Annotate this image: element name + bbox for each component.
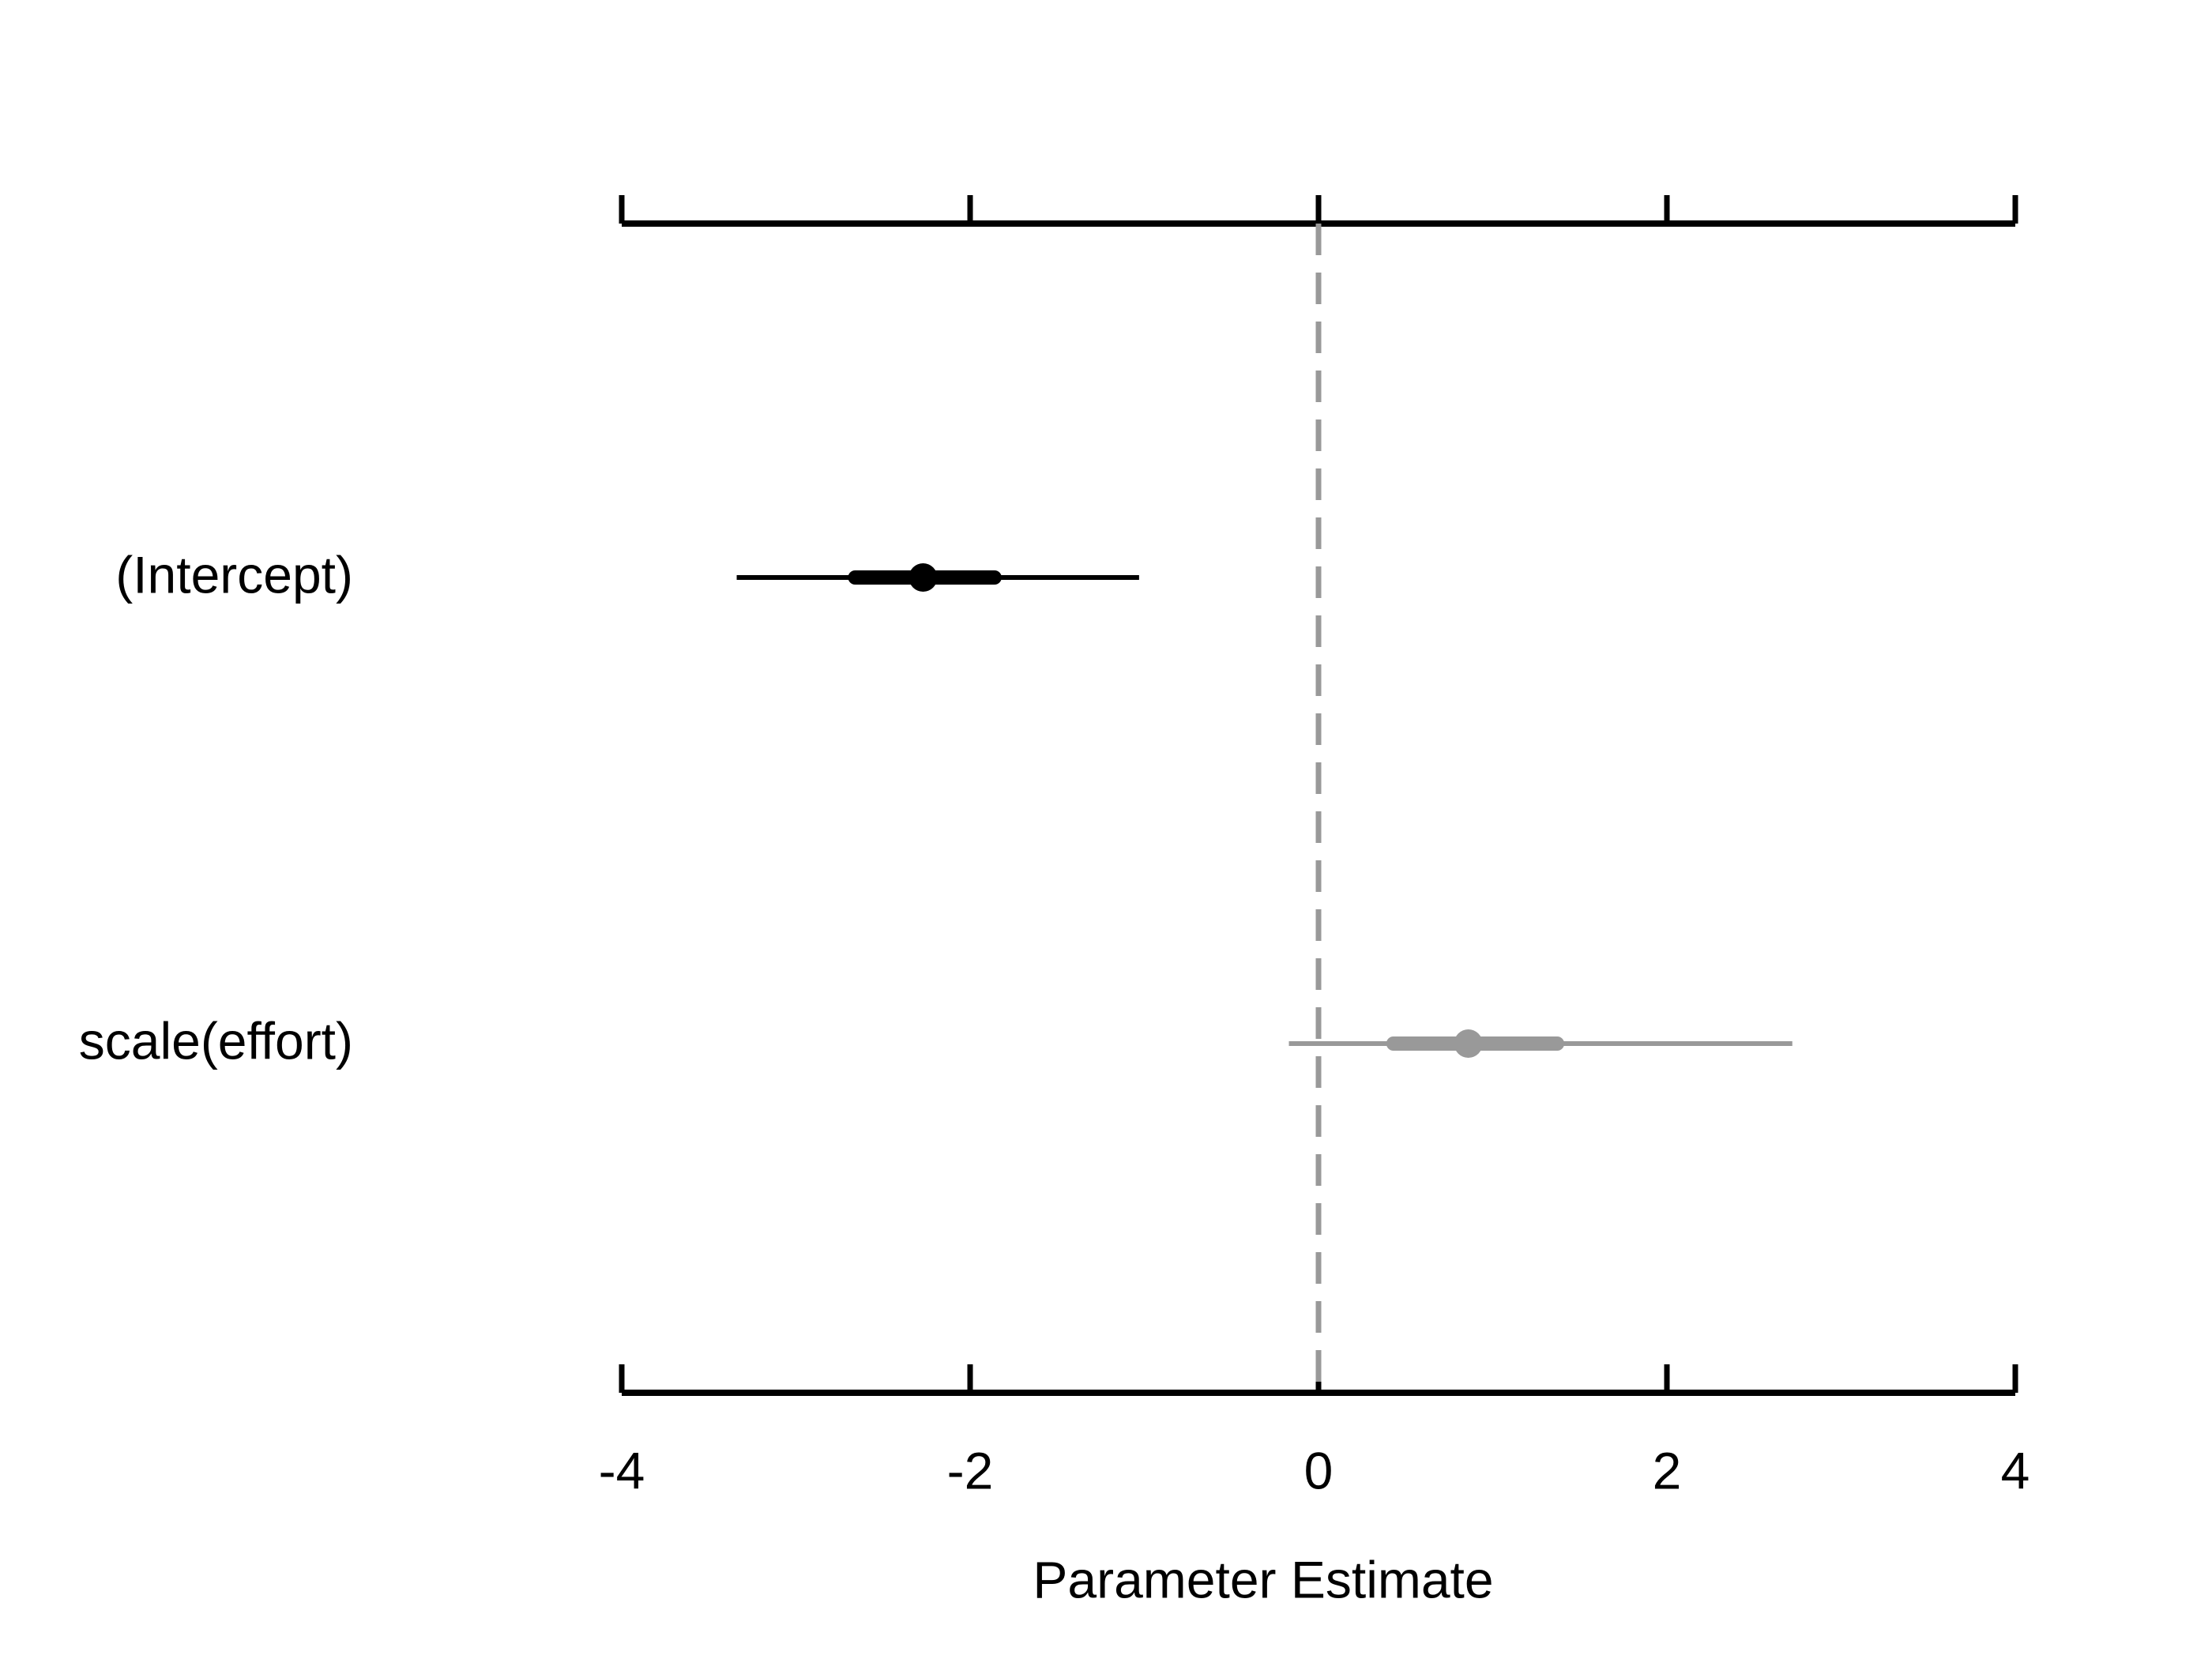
x-axis-label: Parameter Estimate <box>1033 1550 1493 1608</box>
x-tick-label: 2 <box>1653 1441 1682 1499</box>
y-tick-label: (Intercept) <box>115 545 353 604</box>
x-tick-label: -4 <box>599 1441 645 1499</box>
x-tick-label: 0 <box>1304 1441 1334 1499</box>
point-estimate <box>1454 1029 1483 1058</box>
y-tick-label: scale(effort) <box>79 1011 353 1070</box>
point-estimate <box>908 563 938 592</box>
x-tick-label: 4 <box>2001 1441 2030 1499</box>
x-tick-label: -2 <box>947 1441 994 1499</box>
